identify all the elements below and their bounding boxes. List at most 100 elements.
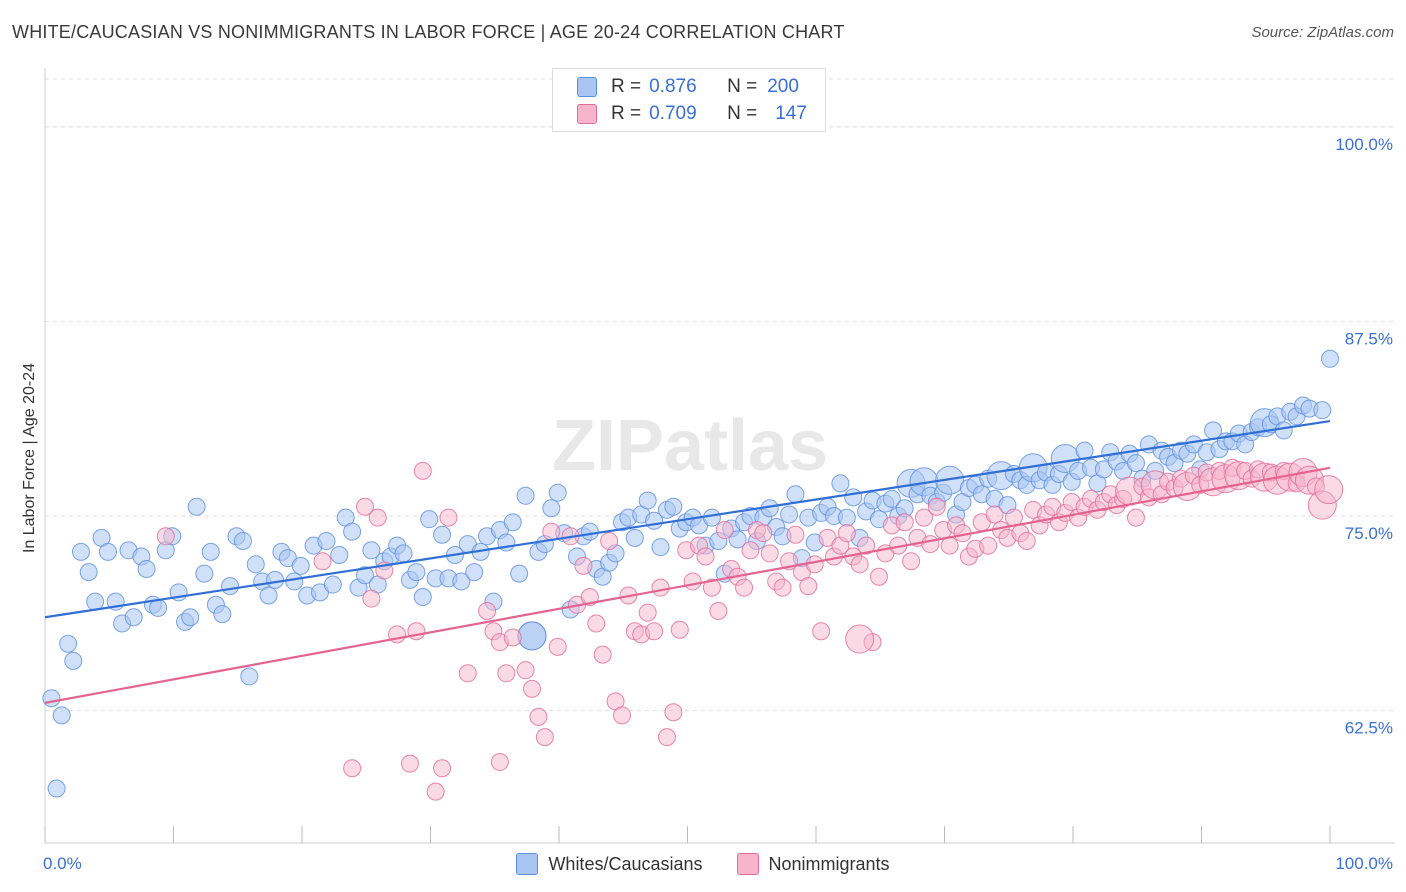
data-point — [98, 542, 117, 561]
data-point — [780, 505, 799, 524]
data-point — [368, 508, 387, 527]
data-point — [221, 577, 240, 596]
data-point — [895, 513, 914, 532]
y-tick-label: 87.5% — [1345, 329, 1393, 348]
data-point — [735, 578, 754, 597]
data-point — [79, 563, 98, 582]
data-point — [413, 461, 432, 480]
data-point — [914, 508, 933, 527]
data-point — [587, 614, 606, 633]
legend-item-nonimmigrants[interactable]: Nonimmigrants — [736, 853, 890, 875]
data-point — [64, 651, 83, 670]
data-point — [317, 531, 336, 550]
trend-line-nonimmigrants — [44, 466, 1331, 704]
r-label: R = — [611, 76, 642, 97]
y-tick-label: 75.0% — [1345, 524, 1393, 543]
data-point — [651, 538, 670, 557]
data-point — [786, 485, 805, 504]
data-point — [71, 542, 90, 561]
data-point — [645, 622, 664, 641]
data-point — [343, 759, 362, 778]
pink-swatch — [577, 104, 597, 124]
data-point — [902, 552, 921, 571]
data-point — [837, 524, 856, 543]
data-point — [845, 624, 875, 654]
data-point — [812, 622, 831, 641]
data-point — [529, 707, 548, 726]
data-point — [696, 547, 715, 566]
data-point — [59, 634, 78, 653]
data-point — [728, 530, 747, 549]
data-point — [657, 728, 676, 747]
data-point — [246, 555, 265, 574]
legend-item-whites[interactable]: Whites/Caucasians — [516, 853, 703, 875]
data-point — [709, 602, 728, 621]
data-point — [413, 588, 432, 607]
pink-swatch — [736, 853, 759, 875]
y-tick-label: 100.0% — [1335, 135, 1393, 154]
data-point — [921, 535, 940, 554]
data-point — [523, 679, 542, 698]
legend-row-nonimmigrants: R = 0.709 N = 147 — [577, 102, 807, 126]
r-value: 0.709 — [649, 103, 697, 124]
data-point — [407, 622, 426, 641]
trend-line-whites — [44, 419, 1331, 619]
data-point — [313, 552, 332, 571]
data-point — [181, 608, 200, 627]
data-point — [362, 541, 381, 560]
data-point — [580, 588, 599, 607]
data-point — [187, 497, 206, 516]
data-point — [240, 667, 259, 686]
data-point — [837, 508, 856, 527]
data-point — [516, 486, 535, 505]
n-value: 147 — [775, 103, 807, 124]
data-point — [574, 556, 593, 575]
data-point — [452, 572, 471, 591]
series-legend: Whites/Caucasians Nonimmigrants — [0, 853, 1406, 875]
data-point — [542, 522, 561, 541]
data-point — [927, 497, 946, 516]
data-point — [490, 753, 509, 772]
data-point — [940, 536, 959, 555]
data-point — [343, 522, 362, 541]
data-point — [664, 703, 683, 722]
data-point — [882, 489, 901, 508]
x-tick-label: 100.0% — [1335, 854, 1393, 873]
watermark-text: ZIPatlas — [552, 406, 828, 486]
data-point — [439, 508, 458, 527]
data-point — [702, 578, 721, 597]
data-point — [1274, 421, 1293, 440]
data-point — [195, 564, 214, 583]
data-point — [52, 706, 71, 725]
data-point — [1126, 508, 1145, 527]
data-point — [600, 531, 619, 550]
data-point — [638, 603, 657, 622]
data-point — [503, 513, 522, 532]
legend-label: Whites/Caucasians — [548, 853, 703, 874]
tick-labels: 62.5% 75.0% 87.5% 100.0% 0.0% 100.0% — [43, 135, 1393, 873]
correlation-legend: R = 0.876 N = 200 R = 0.709 N = 147 — [552, 68, 826, 132]
data-point — [156, 527, 175, 546]
data-point — [799, 577, 818, 596]
data-point — [465, 563, 484, 582]
data-point — [857, 536, 876, 555]
data-point — [548, 637, 567, 656]
data-point — [741, 541, 760, 560]
data-point — [651, 578, 670, 597]
data-point — [323, 575, 342, 594]
y-tick-label: 62.5% — [1345, 719, 1393, 738]
data-point — [233, 531, 252, 550]
data-point — [702, 508, 721, 527]
data-point — [426, 782, 445, 801]
data-point — [1321, 349, 1339, 368]
data-point — [805, 555, 824, 574]
data-point — [985, 505, 1004, 524]
data-point — [869, 567, 888, 586]
data-point — [407, 563, 426, 582]
data-point — [638, 491, 657, 510]
data-point — [786, 525, 805, 544]
data-point — [548, 483, 567, 502]
data-point — [266, 570, 285, 589]
data-point — [1314, 475, 1344, 505]
